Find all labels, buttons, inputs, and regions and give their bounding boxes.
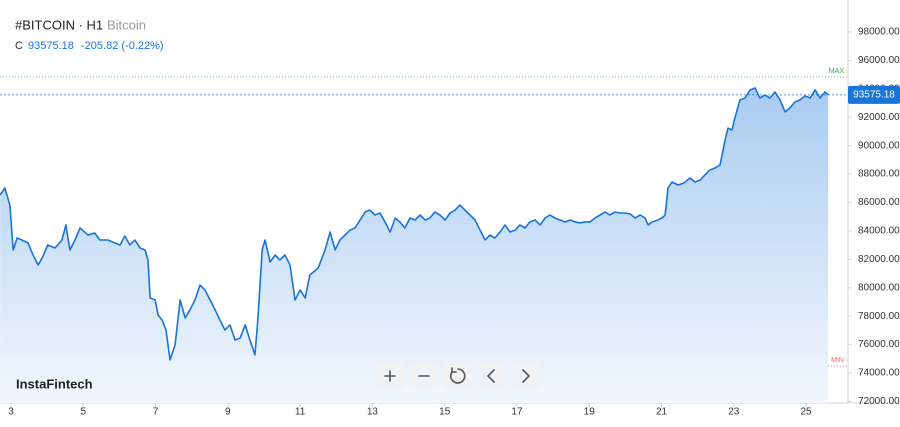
y-tick-label: 82000.00	[858, 254, 900, 265]
y-tick-label: 86000.00	[858, 197, 900, 208]
x-tick-label: 9	[225, 407, 231, 418]
y-tick-label: 78000.00	[858, 311, 900, 322]
y-tick-label: 88000.00	[858, 169, 900, 180]
x-tick-label: 11	[295, 407, 306, 418]
reset-button[interactable]	[444, 362, 472, 390]
x-tick-label: 13	[367, 407, 379, 418]
x-tick-label: 7	[153, 407, 159, 418]
scroll-right-button[interactable]	[512, 362, 540, 390]
x-tick-label: 5	[80, 407, 86, 418]
last-price-label: 93575.18	[853, 89, 895, 100]
x-tick-label: 23	[728, 407, 740, 418]
line	[0, 87, 829, 361]
y-tick-label: 90000.00	[858, 140, 900, 151]
x-tick-label: 19	[584, 407, 596, 418]
min-label: MIN	[831, 357, 844, 364]
x-tick-label: 25	[801, 407, 813, 418]
x-tick-label: 3	[8, 407, 14, 418]
y-tick-label: 80000.00	[858, 282, 900, 293]
zoom-out-button[interactable]	[410, 362, 438, 390]
area	[0, 87, 829, 404]
close-value: 93575.18	[28, 40, 74, 52]
y-tick-label: 76000.00	[858, 339, 900, 350]
close-label: C	[15, 40, 23, 52]
y-tick-label: 72000.00	[858, 396, 900, 407]
y-tick-label: 98000.00	[858, 27, 900, 38]
max-label: MAX	[829, 68, 845, 75]
chart-title: #BITCOIN · H1	[15, 17, 103, 32]
change: -205.82 (-0.22%)	[81, 40, 164, 52]
y-tick-label: 96000.00	[858, 55, 900, 66]
plot	[0, 76, 848, 404]
x-tick-label: 17	[511, 407, 523, 418]
zoom-in-button[interactable]	[376, 362, 404, 390]
logo: InstaFintech	[16, 376, 93, 391]
y-tick-label: 92000.00	[858, 112, 900, 123]
scroll-left-button[interactable]	[478, 362, 506, 390]
subtitle: Bitcoin	[107, 17, 146, 32]
x-tick-label: 21	[656, 407, 668, 418]
y-tick-label: 74000.00	[858, 368, 900, 379]
x-tick-label: 15	[439, 407, 451, 418]
y-tick-label: 84000.00	[858, 226, 900, 237]
last-price-box	[848, 85, 900, 104]
